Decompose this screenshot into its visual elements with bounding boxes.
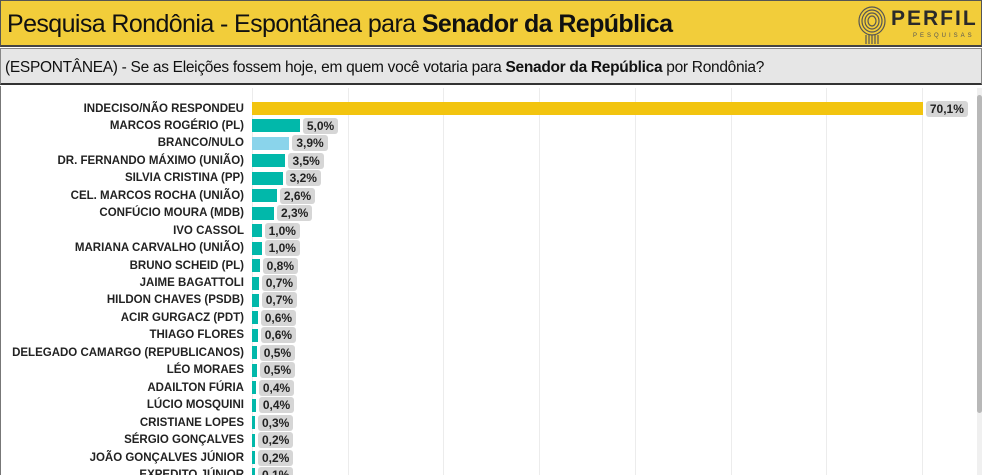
category-label: MARCOS ROGÉRIO (PL): [109, 119, 244, 132]
bar[interactable]: [252, 224, 262, 238]
data-label: 3,5%: [288, 152, 324, 169]
category-label: BRUNO SCHEID (PL): [129, 259, 244, 272]
bar[interactable]: [252, 154, 286, 168]
category-label: LÉO MORAES: [166, 364, 244, 377]
category-label: DELEGADO CAMARGO (REPUBLICANOS): [12, 346, 244, 359]
data-label: 0,4%: [258, 379, 295, 396]
data-label: 3,2%: [285, 170, 321, 187]
bar[interactable]: [252, 468, 255, 475]
data-label: 1,0%: [264, 222, 300, 239]
perfil-logo: PERFIL PESQUISAS: [857, 5, 981, 45]
data-label: 0,2%: [258, 432, 294, 449]
category-label: BRANCO/NULO: [157, 137, 244, 150]
data-label: 70,1%: [925, 100, 968, 117]
bar[interactable]: [252, 136, 290, 150]
bar[interactable]: [252, 276, 259, 290]
category-label: INDECISO/NÃO RESPONDEU: [83, 102, 244, 115]
data-label: 0,1%: [258, 466, 294, 475]
fingerprint-icon: [858, 6, 886, 44]
data-label: 0,5%: [259, 344, 296, 361]
question-text: (ESPONTÂNEA) - Se as Eleições fossem hoj…: [5, 59, 765, 76]
bar[interactable]: [252, 259, 260, 273]
bar[interactable]: [252, 451, 255, 464]
category-label: IVO CASSOL: [173, 224, 244, 237]
category-label: JAIME BAGATTOLI: [139, 277, 244, 289]
data-label: 0,3%: [258, 414, 294, 431]
gridline: [347, 88, 349, 475]
bar[interactable]: [252, 346, 257, 360]
category-label: LÚCIO MOSQUINI: [146, 399, 244, 412]
bar[interactable]: [252, 328, 258, 342]
data-label: 5,0%: [302, 117, 339, 134]
bar[interactable]: [252, 102, 923, 115]
gridline: [634, 88, 636, 475]
data-label: 0,5%: [259, 362, 296, 379]
header-bar: Pesquisa Rondônia - Espontânea para Sena…: [0, 0, 982, 47]
bar[interactable]: [252, 189, 277, 203]
data-label: 3,9%: [292, 135, 328, 152]
data-label: 0,2%: [258, 449, 294, 466]
bar[interactable]: [252, 416, 255, 430]
category-label: EXPEDITO JÚNIOR: [139, 468, 244, 475]
bar-chart: INDECISO/NÃO RESPONDEU 70,1% MARCOS ROGÉRI…: [0, 86, 982, 475]
bar[interactable]: [252, 381, 256, 395]
category-label: MARIANA CARVALHO (UNIÃO): [74, 242, 244, 255]
gridline: [539, 88, 541, 475]
data-label: 1,0%: [264, 240, 300, 257]
bar[interactable]: [252, 363, 257, 377]
bar[interactable]: [252, 398, 256, 412]
data-label: 0,7%: [261, 275, 298, 291]
data-label: 0,6%: [260, 309, 297, 326]
gridline: [921, 88, 923, 475]
category-label: JOÃO GONÇALVES JÚNIOR: [89, 451, 244, 464]
data-label: 2,3%: [277, 205, 313, 222]
question-bar: (ESPONTÂNEA) - Se as Eleições fossem hoj…: [0, 48, 982, 85]
bar[interactable]: [252, 241, 262, 255]
bar[interactable]: [252, 433, 255, 447]
bar[interactable]: [252, 206, 274, 220]
bar[interactable]: [252, 119, 300, 133]
category-label: DR. FERNANDO MÁXIMO (UNIÃO): [57, 154, 244, 167]
data-label: 2,6%: [279, 187, 316, 204]
bar[interactable]: [252, 171, 283, 185]
data-label: 0,8%: [262, 257, 298, 274]
data-label: 0,7%: [261, 292, 298, 309]
category-label: HILDON CHAVES (PSDB): [106, 294, 244, 307]
category-label: SILVIA CRISTINA (PP): [124, 172, 244, 185]
bar[interactable]: [252, 293, 259, 307]
category-label: CRISTIANE LOPES: [139, 416, 244, 429]
gridline: [730, 88, 732, 475]
category-label: THIAGO FLORES: [149, 329, 244, 342]
page-title: Pesquisa Rondônia - Espontânea para Sena…: [7, 10, 673, 38]
category-label: SÉRGIO GONÇALVES: [124, 434, 244, 447]
category-label: CONFÚCIO MOURA (MDB): [99, 207, 244, 220]
gridline: [443, 88, 445, 475]
category-label: CEL. MARCOS ROCHA (UNIÃO): [70, 189, 244, 202]
data-label: 0,6%: [260, 327, 297, 344]
category-label: ADAILTON FÚRIA: [147, 381, 244, 394]
category-label: ACIR GURGACZ (PDT): [120, 311, 244, 324]
data-label: 0,4%: [258, 397, 295, 414]
scrollbar-thumb[interactable]: [977, 95, 982, 413]
bar[interactable]: [252, 311, 258, 325]
gridline: [826, 88, 828, 475]
